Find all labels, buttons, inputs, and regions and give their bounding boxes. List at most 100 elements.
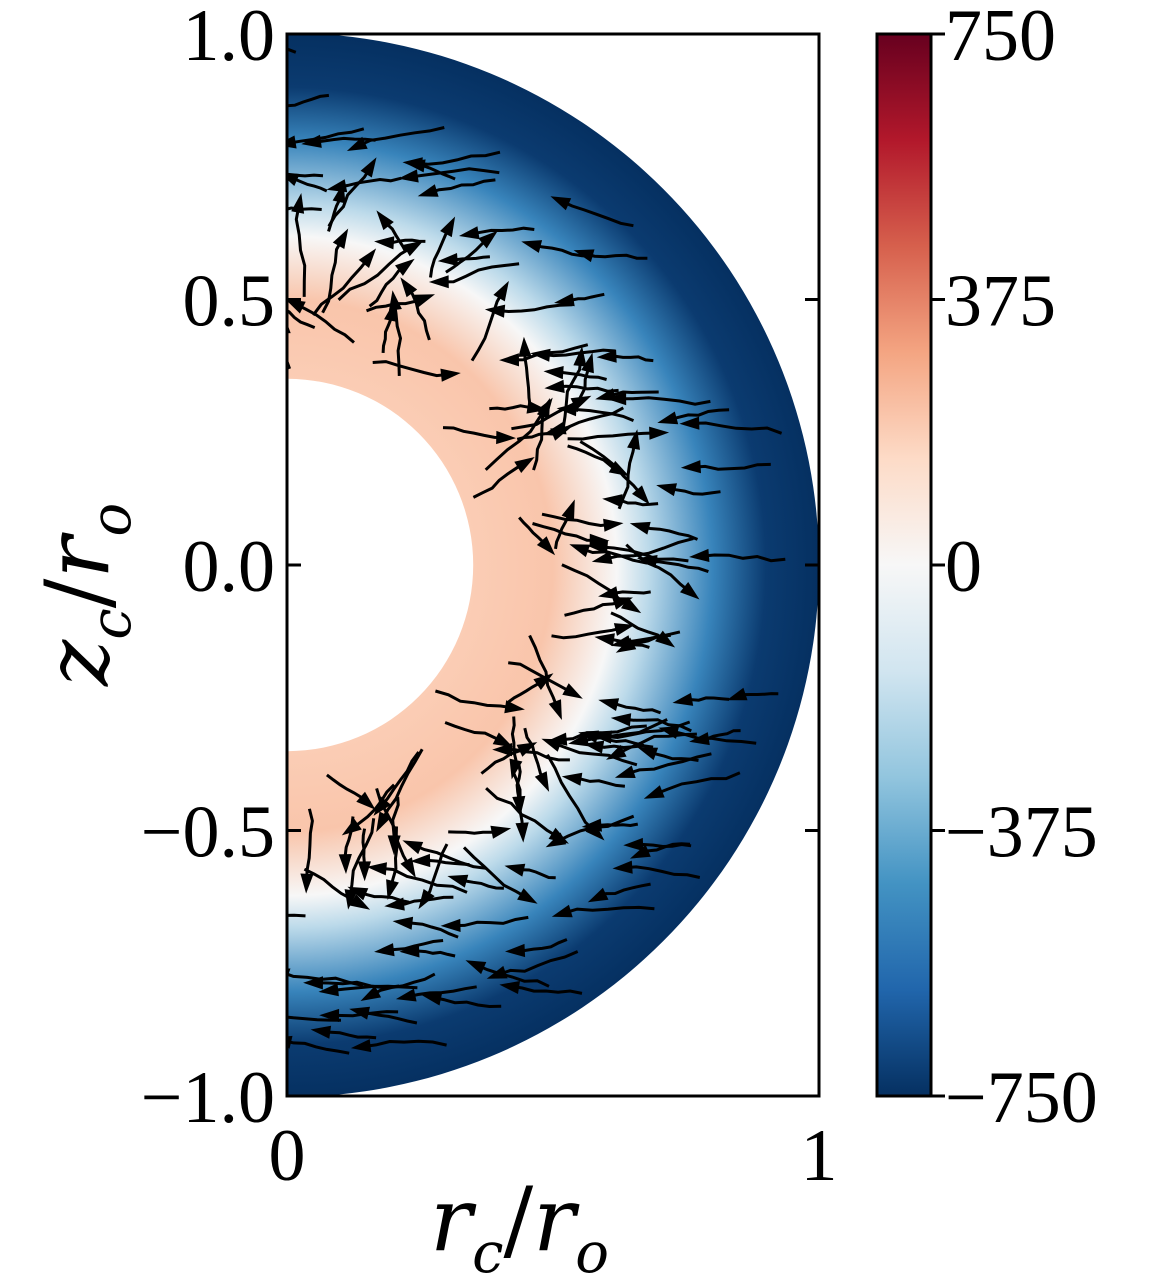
streamline	[462, 846, 529, 900]
streamline-arrow	[587, 541, 608, 555]
streamline-arrow	[680, 582, 700, 600]
streamline-arrow	[550, 196, 572, 211]
streamline	[567, 407, 635, 422]
streamline-arrow	[545, 832, 567, 848]
streamline-arrow	[680, 460, 701, 474]
streamline-arrow	[410, 853, 431, 868]
streamline	[588, 733, 645, 747]
streamline-arrow	[657, 411, 679, 425]
streamline	[356, 126, 445, 148]
streamline	[559, 199, 634, 228]
streamline-arrow	[478, 230, 498, 249]
streamline-arrow	[533, 673, 554, 690]
streamline-arrow	[583, 740, 605, 754]
streamline	[311, 256, 371, 317]
streamline	[406, 985, 477, 999]
streamline-arrow	[610, 713, 632, 727]
y-tick-label: −0.5	[141, 792, 275, 874]
colorbar	[875, 32, 933, 1098]
streamline	[349, 783, 396, 831]
streamline-arrow	[402, 157, 423, 171]
streamline-arrow	[598, 698, 620, 711]
streamline-arrow	[418, 889, 435, 910]
streamline-arrow	[250, 206, 270, 219]
streamline-arrow	[554, 293, 575, 307]
streamline	[666, 486, 721, 496]
streamline-arrow	[581, 352, 594, 374]
streamline-arrow	[341, 818, 362, 836]
streamline	[287, 173, 324, 181]
streamline	[624, 752, 712, 776]
streamline-arrow	[615, 637, 637, 653]
streamline	[439, 262, 520, 284]
streamline-arrow	[437, 253, 459, 267]
streamline	[634, 842, 692, 849]
streamline-arrow	[627, 429, 640, 450]
streamline	[551, 625, 625, 640]
streamline-arrow	[614, 765, 636, 778]
streamline-arrow	[536, 536, 556, 556]
streamline-arrow	[490, 825, 512, 839]
streamline-arrow	[613, 623, 635, 636]
streamline	[541, 512, 613, 528]
streamline-arrow	[428, 275, 449, 289]
streamline	[287, 304, 316, 329]
streamline-arrow	[587, 887, 609, 903]
streamline	[337, 244, 415, 301]
streamline-arrow	[374, 236, 395, 250]
streamline-arrow	[518, 336, 532, 357]
streamline	[623, 865, 701, 879]
streamline	[368, 264, 407, 308]
streamline-arrow	[561, 499, 575, 521]
streamline	[348, 818, 376, 900]
x-tick-label: 0	[269, 1115, 306, 1197]
streamline-arrow	[606, 392, 627, 406]
streamline	[361, 1039, 447, 1049]
colorbar-tick-label: 375	[945, 261, 1056, 343]
streamline	[572, 776, 626, 788]
streamline-arrow	[259, 1009, 280, 1022]
streamline-arrow	[612, 597, 633, 610]
streamline	[451, 915, 529, 928]
streamline-arrow	[623, 837, 644, 852]
streamline	[287, 1012, 342, 1022]
streamline-arrow	[386, 879, 399, 900]
streamline	[617, 396, 711, 406]
streamline	[503, 748, 570, 762]
streamline-arrow	[227, 916, 247, 929]
streamline-arrow	[594, 633, 615, 647]
streamline	[408, 167, 500, 179]
streamline-arrow	[515, 822, 529, 843]
streamline	[561, 905, 655, 915]
streamline	[287, 913, 306, 925]
streamline	[532, 522, 599, 542]
streamline-arrow	[505, 943, 526, 958]
streamline-arrow	[585, 822, 605, 841]
streamline	[554, 370, 607, 381]
streamline-arrow	[672, 692, 694, 706]
streamline-arrow	[632, 485, 650, 505]
streamline	[384, 939, 444, 953]
streamline-arrow	[602, 494, 623, 508]
streamline	[653, 771, 741, 796]
streamline	[294, 203, 307, 297]
streamline-arrow	[440, 918, 461, 932]
streamline-arrow	[310, 1025, 332, 1039]
y-axis-ticks: 1.0 0.5 0.0 −0.5 −1.0	[141, 0, 819, 1139]
streamline	[691, 462, 771, 471]
streamline-arrow	[395, 988, 417, 1002]
streamline	[555, 384, 619, 393]
streamline	[327, 165, 373, 228]
streamline-arrow	[417, 184, 439, 197]
streamline	[287, 93, 330, 110]
streamline-arrow	[318, 983, 339, 997]
streamline-arrow	[493, 280, 509, 302]
streamline	[357, 889, 410, 904]
streamline-arrow	[534, 771, 550, 792]
streamline-arrow	[384, 301, 397, 322]
streamline	[329, 984, 418, 993]
streamline-arrow	[400, 857, 416, 878]
streamline-arrow	[349, 1006, 370, 1020]
streamline	[294, 302, 355, 344]
